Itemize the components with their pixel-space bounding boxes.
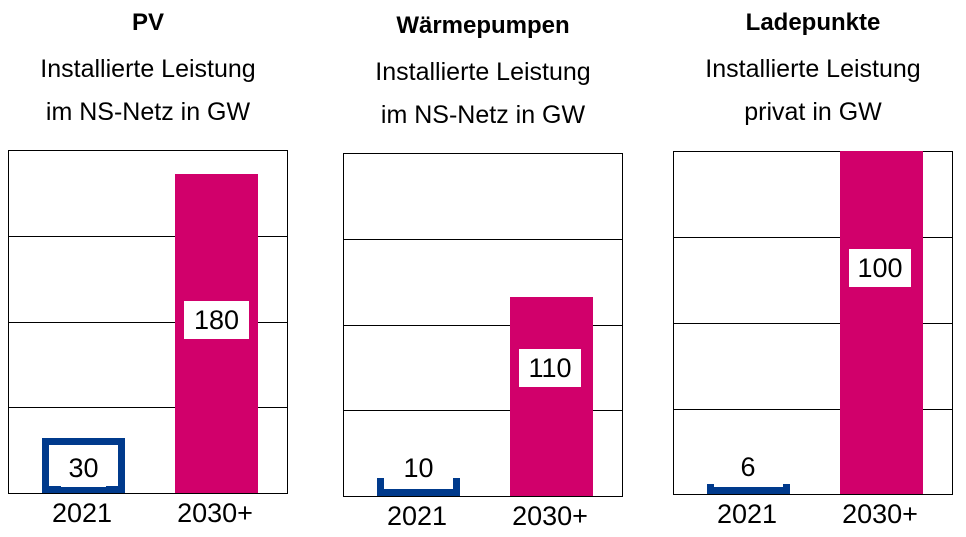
x-tick-2021: 2021 [51, 498, 113, 528]
gridline [9, 236, 287, 237]
x-tick-2021: 2021 [386, 501, 448, 531]
gridline [344, 239, 622, 240]
gridline [344, 325, 622, 326]
chart-subtitle-line1: Installierte Leistung [40, 55, 256, 83]
gridline [9, 407, 287, 408]
chart-subtitle-line2: im NS-Netz in GW [380, 101, 586, 129]
gridline [344, 410, 622, 411]
gridline [9, 322, 287, 323]
chart-panel-ladepunkte: Ladepunkte Installierte Leistung privat … [665, 0, 961, 537]
chart-subtitle-line1: Installierte Leistung [375, 58, 591, 86]
plot-area: 6 100 [673, 151, 953, 495]
x-tick-2030: 2030+ [177, 498, 253, 528]
plot-area: 30 180 [8, 150, 288, 494]
value-label-2021: 6 [740, 452, 756, 482]
chart-subtitle-line1: Installierte Leistung [705, 55, 921, 83]
value-label-2030: 180 [184, 301, 249, 339]
value-label-2030: 100 [849, 249, 911, 287]
x-tick-2030: 2030+ [512, 501, 588, 531]
bar-2021 [707, 484, 790, 494]
bar-2030 [510, 297, 593, 496]
value-label-2021: 30 [61, 449, 106, 487]
x-tick-2021: 2021 [716, 499, 778, 529]
bar-2030 [840, 151, 923, 494]
chart-subtitle-line2: privat in GW [744, 98, 882, 126]
gridline [674, 409, 952, 410]
chart-subtitle-line2: im NS-Netz in GW [45, 98, 251, 126]
value-label-2021: 10 [403, 453, 434, 483]
chart-panel-pv: PV Installierte Leistung im NS-Netz in G… [0, 0, 296, 537]
chart-panel-waermepumpen: Wärmepumpen Installierte Leistung im NS-… [335, 0, 631, 537]
value-label-2030: 110 [519, 349, 581, 387]
plot-area: 10 110 [343, 153, 623, 497]
gridline [674, 323, 952, 324]
chart-title: Ladepunkte [745, 9, 881, 36]
bar-2021 [377, 478, 460, 496]
x-tick-2030: 2030+ [842, 499, 918, 529]
gridline [674, 237, 952, 238]
chart-title: PV [131, 9, 164, 36]
chart-title: Wärmepumpen [396, 12, 570, 39]
